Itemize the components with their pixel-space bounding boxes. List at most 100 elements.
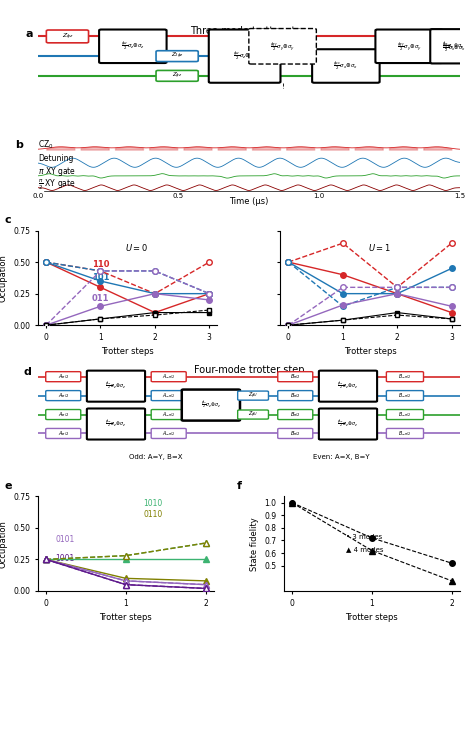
Text: $\pi$ XY gate: $\pi$ XY gate bbox=[38, 165, 76, 178]
Text: CZ$_0$: CZ$_0$ bbox=[38, 139, 54, 152]
FancyBboxPatch shape bbox=[249, 29, 316, 64]
Text: $B_{-\pi/2}$: $B_{-\pi/2}$ bbox=[398, 391, 411, 400]
FancyBboxPatch shape bbox=[99, 29, 166, 63]
Text: $A_{-\pi/2}$: $A_{-\pi/2}$ bbox=[162, 391, 175, 400]
Text: $Z_{\phi z}$: $Z_{\phi z}$ bbox=[62, 32, 73, 41]
FancyBboxPatch shape bbox=[375, 29, 443, 63]
FancyBboxPatch shape bbox=[386, 409, 423, 419]
Text: $A_{\pi/2}$: $A_{\pi/2}$ bbox=[58, 410, 69, 418]
X-axis label: Trotter steps: Trotter steps bbox=[101, 348, 154, 357]
Text: $\frac{\phi_{V2}}{2}\sigma_z{\otimes}\sigma_z$: $\frac{\phi_{V2}}{2}\sigma_z{\otimes}\si… bbox=[105, 418, 127, 430]
Text: $\frac{\phi_{V2}}{2}\sigma_z{\otimes}\sigma_z$: $\frac{\phi_{V2}}{2}\sigma_z{\otimes}\si… bbox=[337, 418, 358, 430]
Text: $Z_{\phi U}$: $Z_{\phi U}$ bbox=[248, 409, 258, 420]
FancyBboxPatch shape bbox=[87, 409, 145, 440]
FancyBboxPatch shape bbox=[430, 29, 474, 63]
Text: $A_{-\pi/2}$: $A_{-\pi/2}$ bbox=[162, 410, 175, 418]
Text: $B_{\pi/2}$: $B_{\pi/2}$ bbox=[290, 372, 301, 381]
Text: b: b bbox=[16, 139, 23, 150]
FancyBboxPatch shape bbox=[319, 409, 377, 440]
Text: $\frac{\phi_{V1}}{2}\sigma_z{\otimes}\sigma_z$: $\frac{\phi_{V1}}{2}\sigma_z{\otimes}\si… bbox=[337, 380, 358, 392]
FancyBboxPatch shape bbox=[278, 372, 313, 382]
Text: $\frac{\pi}{2}$ XY gate: $\frac{\pi}{2}$ XY gate bbox=[38, 177, 76, 192]
Text: $Z_{\phi U}$: $Z_{\phi U}$ bbox=[248, 391, 258, 400]
Text: $A_{\pi/2}$: $A_{\pi/2}$ bbox=[58, 429, 69, 437]
X-axis label: Trotter steps: Trotter steps bbox=[346, 613, 398, 622]
FancyBboxPatch shape bbox=[46, 409, 81, 419]
Text: $B_{\pi/2}$: $B_{\pi/2}$ bbox=[290, 429, 301, 437]
FancyBboxPatch shape bbox=[46, 372, 81, 382]
Text: $B_{\pi/2}$: $B_{\pi/2}$ bbox=[290, 391, 301, 400]
Text: Time (μs): Time (μs) bbox=[229, 197, 269, 206]
Text: $\frac{\phi_{zz}}{2}\sigma_z{\otimes}\sigma_z$: $\frac{\phi_{zz}}{2}\sigma_z{\otimes}\si… bbox=[233, 50, 256, 63]
FancyBboxPatch shape bbox=[209, 29, 281, 83]
Text: c: c bbox=[5, 215, 11, 225]
Text: e: e bbox=[5, 481, 12, 491]
Text: Four-mode trotter step: Four-mode trotter step bbox=[193, 366, 304, 375]
Text: $\frac{\phi_{yy}}{2}\sigma_y{\otimes}\sigma_y$: $\frac{\phi_{yy}}{2}\sigma_y{\otimes}\si… bbox=[270, 40, 295, 53]
Y-axis label: State fidelity: State fidelity bbox=[250, 516, 259, 571]
FancyBboxPatch shape bbox=[46, 30, 89, 43]
FancyBboxPatch shape bbox=[156, 51, 198, 62]
Text: $\frac{\phi_{xx}}{2}\sigma_x{\otimes}\sigma_x$: $\frac{\phi_{xx}}{2}\sigma_x{\otimes}\si… bbox=[333, 60, 358, 72]
FancyBboxPatch shape bbox=[386, 391, 423, 400]
Text: a: a bbox=[25, 29, 33, 38]
FancyBboxPatch shape bbox=[87, 371, 145, 402]
FancyBboxPatch shape bbox=[237, 391, 268, 400]
Text: 110: 110 bbox=[92, 259, 109, 268]
FancyBboxPatch shape bbox=[151, 428, 186, 439]
Text: 0110: 0110 bbox=[143, 510, 163, 520]
Text: 1.5: 1.5 bbox=[454, 193, 465, 199]
Text: 1010: 1010 bbox=[143, 499, 163, 507]
Text: $Z_{2\phi z}$: $Z_{2\phi z}$ bbox=[171, 51, 183, 61]
Y-axis label: Occupation: Occupation bbox=[0, 254, 8, 302]
Text: 101: 101 bbox=[92, 273, 109, 282]
Y-axis label: Occupation: Occupation bbox=[0, 520, 8, 568]
Text: $U=0$: $U=0$ bbox=[125, 242, 148, 253]
Text: $A_{-\pi/2}$: $A_{-\pi/2}$ bbox=[162, 372, 175, 381]
Text: $U=1$: $U=1$ bbox=[367, 242, 391, 253]
Text: $\frac{\phi_{yy}}{2}\sigma_y{\otimes}\sigma_y$: $\frac{\phi_{yy}}{2}\sigma_y{\otimes}\si… bbox=[397, 40, 421, 53]
Text: $B_{-\pi/2}$: $B_{-\pi/2}$ bbox=[398, 410, 411, 418]
X-axis label: Trotter steps: Trotter steps bbox=[344, 348, 396, 357]
Text: $\frac{\phi_{zz}}{2}\sigma_z{\otimes}\sigma_z$: $\frac{\phi_{zz}}{2}\sigma_z{\otimes}\si… bbox=[121, 40, 145, 53]
Text: $\frac{\phi_{xx}}{2}\sigma_x{\otimes}\sigma_x$: $\frac{\phi_{xx}}{2}\sigma_x{\otimes}\si… bbox=[442, 40, 465, 52]
FancyBboxPatch shape bbox=[151, 372, 186, 382]
FancyBboxPatch shape bbox=[151, 409, 186, 419]
Text: 0.0: 0.0 bbox=[32, 193, 44, 199]
Text: f: f bbox=[237, 481, 242, 491]
Text: $A_{\pi/2}$: $A_{\pi/2}$ bbox=[58, 391, 69, 400]
FancyBboxPatch shape bbox=[278, 391, 313, 400]
FancyBboxPatch shape bbox=[46, 391, 81, 400]
FancyBboxPatch shape bbox=[278, 409, 313, 419]
Text: $B_{-\pi/2}$: $B_{-\pi/2}$ bbox=[398, 372, 411, 381]
FancyBboxPatch shape bbox=[386, 372, 423, 382]
Text: • 3 modes: • 3 modes bbox=[346, 534, 382, 540]
Text: Odd: A=Y, B=X: Odd: A=Y, B=X bbox=[129, 455, 183, 460]
Text: $\frac{\phi_{xx}}{2}\sigma_x{\otimes}\sigma_x$: $\frac{\phi_{xx}}{2}\sigma_x{\otimes}\si… bbox=[441, 42, 465, 54]
Text: $\frac{\phi_{V1}}{2}\sigma_z{\otimes}\sigma_z$: $\frac{\phi_{V1}}{2}\sigma_z{\otimes}\si… bbox=[105, 380, 127, 392]
FancyBboxPatch shape bbox=[386, 428, 423, 439]
Text: d: d bbox=[23, 367, 31, 377]
Text: $\frac{\phi_{U}}{2}\sigma_z{\otimes}\sigma_z$: $\frac{\phi_{U}}{2}\sigma_z{\otimes}\sig… bbox=[201, 399, 221, 411]
Text: Detuning: Detuning bbox=[38, 154, 73, 163]
Text: $A_{\pi/2}$: $A_{\pi/2}$ bbox=[58, 372, 69, 381]
Text: $Z_{\phi z}$: $Z_{\phi z}$ bbox=[172, 71, 182, 81]
FancyBboxPatch shape bbox=[46, 428, 81, 439]
Text: $A_{-\pi/2}$: $A_{-\pi/2}$ bbox=[162, 429, 175, 437]
Text: ▲ 4 modes: ▲ 4 modes bbox=[346, 546, 383, 552]
Text: 011: 011 bbox=[92, 293, 109, 302]
Text: 1001: 1001 bbox=[55, 553, 75, 562]
FancyBboxPatch shape bbox=[156, 70, 198, 81]
Text: 1.0: 1.0 bbox=[313, 193, 325, 199]
FancyBboxPatch shape bbox=[151, 391, 186, 400]
Text: $B_{-\pi/2}$: $B_{-\pi/2}$ bbox=[398, 429, 411, 437]
Text: Three-mode trotter step: Three-mode trotter step bbox=[190, 26, 308, 35]
Text: $B_{\pi/2}$: $B_{\pi/2}$ bbox=[290, 410, 301, 418]
Text: 0101: 0101 bbox=[55, 535, 75, 544]
Text: 0.5: 0.5 bbox=[173, 193, 184, 199]
X-axis label: Trotter steps: Trotter steps bbox=[100, 613, 152, 622]
FancyBboxPatch shape bbox=[319, 371, 377, 402]
Text: Even: A=X, B=Y: Even: A=X, B=Y bbox=[313, 455, 370, 460]
FancyBboxPatch shape bbox=[278, 428, 313, 439]
FancyBboxPatch shape bbox=[182, 390, 240, 421]
